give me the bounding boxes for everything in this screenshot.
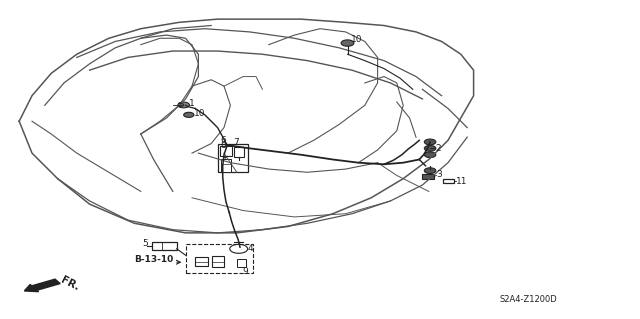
Text: 5: 5: [143, 239, 148, 248]
Text: S2A4-Z1200D: S2A4-Z1200D: [499, 295, 557, 304]
Bar: [152, 242, 177, 250]
Circle shape: [184, 112, 194, 117]
Text: 8: 8: [221, 141, 227, 150]
Text: 3: 3: [436, 170, 442, 179]
Text: 10: 10: [351, 35, 362, 44]
Bar: [212, 256, 224, 267]
Bar: [218, 144, 248, 172]
Bar: [237, 259, 246, 267]
Bar: [422, 174, 434, 179]
Text: 2: 2: [436, 144, 442, 153]
Text: 4: 4: [248, 244, 253, 253]
FancyArrow shape: [24, 279, 60, 292]
Circle shape: [424, 168, 436, 174]
Circle shape: [424, 152, 436, 158]
Bar: [220, 146, 232, 156]
Circle shape: [424, 145, 436, 151]
Text: 6: 6: [220, 137, 226, 145]
Bar: [195, 257, 208, 266]
Circle shape: [424, 139, 436, 145]
Text: 7: 7: [234, 138, 239, 147]
Text: 10: 10: [194, 109, 205, 118]
Circle shape: [178, 102, 189, 108]
Circle shape: [230, 244, 248, 253]
Circle shape: [341, 40, 354, 46]
Text: 11: 11: [456, 177, 467, 186]
Bar: [443, 179, 454, 183]
Text: B-13-10: B-13-10: [134, 256, 173, 264]
Text: FR.: FR.: [60, 274, 81, 292]
Text: 1: 1: [189, 99, 195, 108]
Bar: [221, 159, 231, 172]
Bar: [234, 147, 244, 157]
Bar: [186, 244, 253, 273]
Text: 9: 9: [242, 267, 248, 276]
